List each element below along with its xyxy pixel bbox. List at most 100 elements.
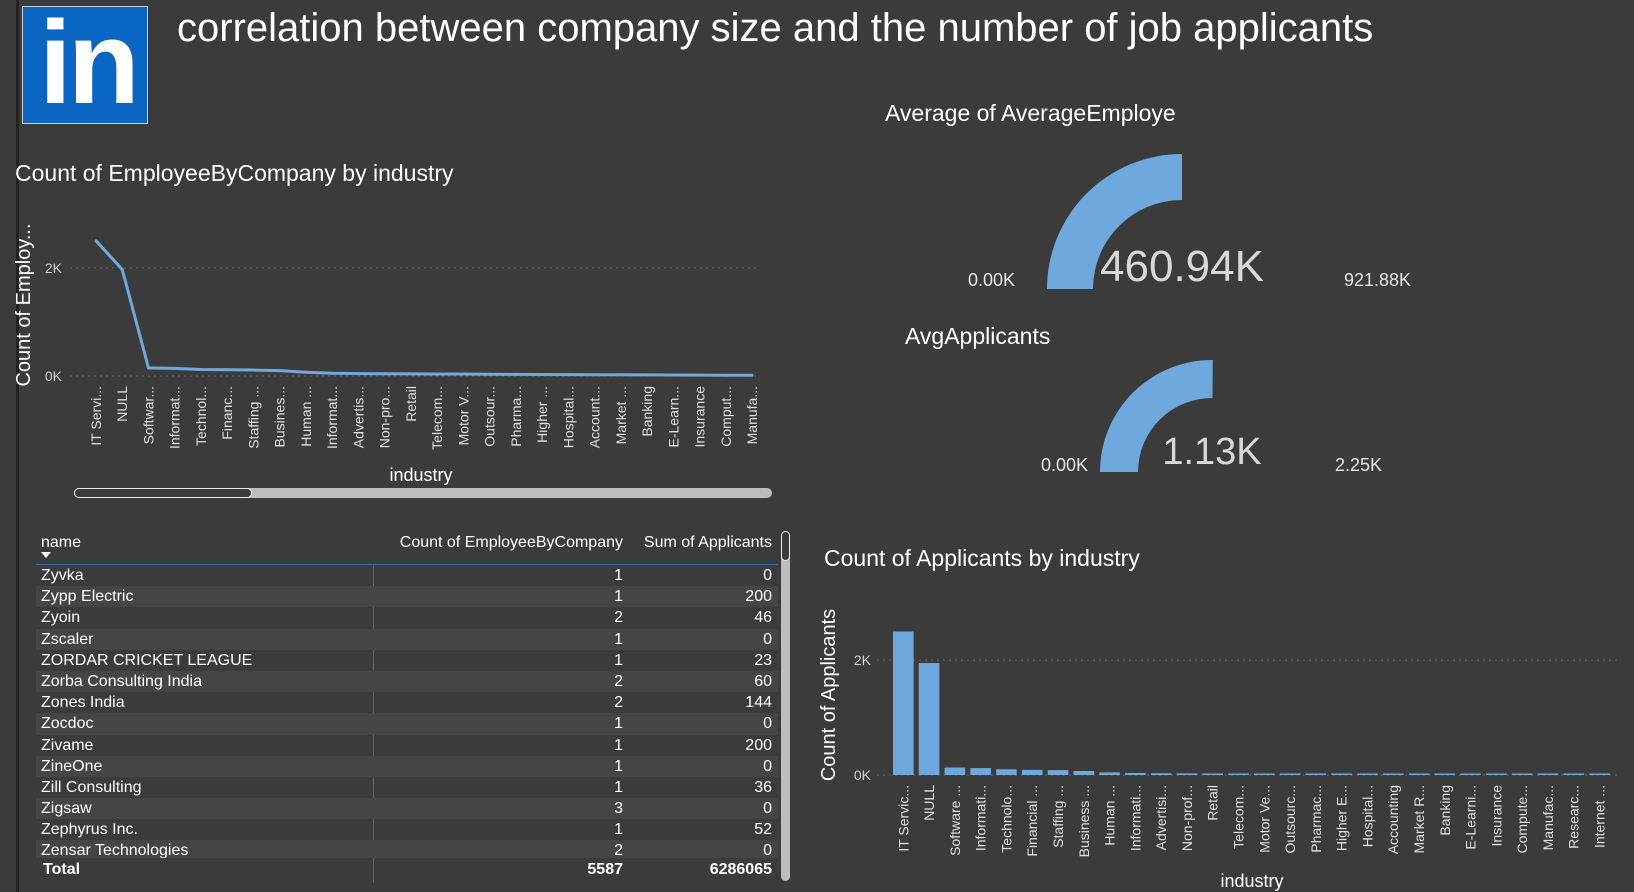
table-row[interactable]: Zigsaw 3 0 [36, 798, 778, 820]
line-chart-title: Count of EmployeeByCompany by industry [15, 160, 454, 186]
table-row[interactable]: Zocdoc 1 0 [36, 713, 778, 735]
x-tick-label: Accounting [1385, 785, 1401, 854]
cell-name: ZORDAR CRICKET LEAGUE [41, 651, 253, 669]
line-chart-scrollbar[interactable] [74, 488, 772, 498]
data-point [750, 373, 754, 377]
line-chart-scrollbar-thumb[interactable] [74, 488, 252, 498]
cell-count: 1 [614, 567, 623, 584]
x-tick-label: Informati... [1127, 785, 1143, 851]
data-point [173, 366, 177, 370]
table-row[interactable]: Zones India 2 144 [36, 692, 778, 713]
company-table[interactable]: name Count of EmployeeByCompany Sum of A… [36, 530, 778, 885]
x-tick-label: Market R... [1411, 785, 1427, 853]
x-tick-label: E-Learni... [1463, 785, 1479, 850]
bar [1589, 773, 1610, 775]
cell-name: Zyoin [41, 609, 81, 627]
x-tick-label: Manufac... [1540, 785, 1556, 850]
cell-count: 1 [614, 630, 623, 648]
x-tick-label: Hospital... [1359, 785, 1375, 847]
table-row[interactable]: Zensar Technologies 2 0 [36, 840, 778, 858]
table-row[interactable]: Zyvka 1 0 [36, 565, 778, 586]
table-row[interactable]: Zscaler 1 0 [36, 628, 778, 650]
table-row[interactable]: Zyoin 2 46 [36, 607, 778, 628]
y-tick-label: 2K [45, 260, 63, 276]
total-label: Total [43, 861, 81, 878]
x-tick-label: IT Servi... [88, 386, 104, 446]
bar [1357, 773, 1378, 775]
table-header: name Count of EmployeeByCompany Sum of A… [36, 530, 778, 565]
data-point [199, 368, 203, 372]
x-tick-label: Higher ... [534, 386, 550, 443]
bar [1047, 770, 1069, 775]
bar [1202, 773, 1224, 775]
page-title: correlation between company size and the… [177, 6, 1374, 50]
x-tick-label: Staffing ... [1050, 785, 1066, 848]
x-tick-label: IT Servic... [895, 785, 911, 852]
cell-count: 1 [614, 757, 623, 775]
data-point [698, 373, 702, 377]
table-scrollbar[interactable] [781, 531, 790, 881]
linkedin-logo: in [22, 6, 148, 124]
cell-count: 1 [614, 821, 623, 839]
dashboard-canvas [16, 0, 1632, 892]
cell-count: 2 [614, 842, 623, 858]
x-tick-label: Motor V... [455, 386, 471, 445]
table-row[interactable]: Zivame 1 200 [36, 735, 778, 756]
bar [1125, 772, 1146, 775]
table-scrollbar-thumb[interactable] [781, 531, 790, 561]
cell-count: 2 [614, 694, 623, 712]
cell-applicants: 0 [763, 630, 772, 648]
table-row[interactable]: ZORDAR CRICKET LEAGUE 1 23 [36, 650, 778, 671]
bar [1305, 773, 1327, 775]
table-row[interactable]: Zephyrus Inc. 1 52 [36, 819, 778, 840]
cell-applicants: 0 [763, 567, 772, 584]
cell-name: Zyvka [41, 567, 84, 584]
x-tick-label: Account... [587, 386, 603, 448]
data-point [488, 372, 492, 376]
sort-descending-icon[interactable] [41, 552, 51, 558]
data-point [146, 366, 150, 370]
bar [1021, 769, 1043, 775]
x-tick-label: Banking [639, 386, 655, 437]
x-tick-label: Manufa... [744, 386, 760, 444]
line-chart[interactable]: 0K 2K IT Servi... NULL Softwar... Informat...… [0, 190, 790, 490]
x-tick-label: Market ... [613, 386, 629, 444]
column-header-count[interactable]: Count of EmployeeByCompany [399, 534, 623, 551]
avg-applicants-gauge[interactable]: 1.13K 0.00K 2.25K [1000, 350, 1460, 480]
cell-name: Zocdoc [41, 715, 94, 733]
table-row[interactable]: ZineOne 1 0 [36, 755, 778, 777]
cell-name: Zivame [41, 736, 94, 754]
x-tick-label: Outsour... [482, 386, 498, 447]
x-tick-label: Retail [403, 386, 419, 422]
cell-count: 2 [614, 672, 623, 690]
bar [1434, 773, 1456, 775]
cell-applicants: 200 [745, 736, 772, 754]
y-tick-label: 2K [854, 652, 872, 668]
column-header-name[interactable]: name [41, 534, 82, 551]
table-row[interactable]: Zorba Consulting India 2 60 [36, 670, 778, 693]
bar [1511, 773, 1533, 775]
table-row[interactable]: Zypp Electric 1 200 [36, 586, 778, 608]
x-tick-label: Pharmac... [1308, 785, 1324, 853]
x-tick-label: Pharma... [508, 386, 524, 447]
gauge-fill [1047, 154, 1182, 289]
bar [1073, 770, 1095, 775]
gauge-value-label: 1.13K [1162, 431, 1261, 473]
data-point [566, 373, 570, 377]
data-point [383, 372, 387, 376]
cell-applicants: 144 [745, 694, 772, 712]
data-point [461, 372, 465, 376]
data-point [251, 368, 255, 372]
x-tick-label: Advertisi... [1153, 785, 1169, 850]
bar-chart[interactable]: 0K 2K IT Servic... NULL Software ... Informat… [815, 580, 1630, 892]
average-employee-gauge[interactable]: 460.94K 0.00K 921.88K [900, 125, 1460, 300]
cell-count: 2 [614, 609, 623, 627]
bar [1228, 773, 1249, 775]
x-tick-label: Softwar... [140, 386, 156, 444]
data-point [645, 373, 649, 377]
cell-applicants: 0 [763, 757, 772, 775]
table-row[interactable]: Zill Consulting 1 36 [36, 777, 778, 798]
cell-applicants: 60 [754, 672, 772, 690]
bar [1176, 773, 1198, 775]
column-header-applicants[interactable]: Sum of Applicants [643, 534, 772, 551]
